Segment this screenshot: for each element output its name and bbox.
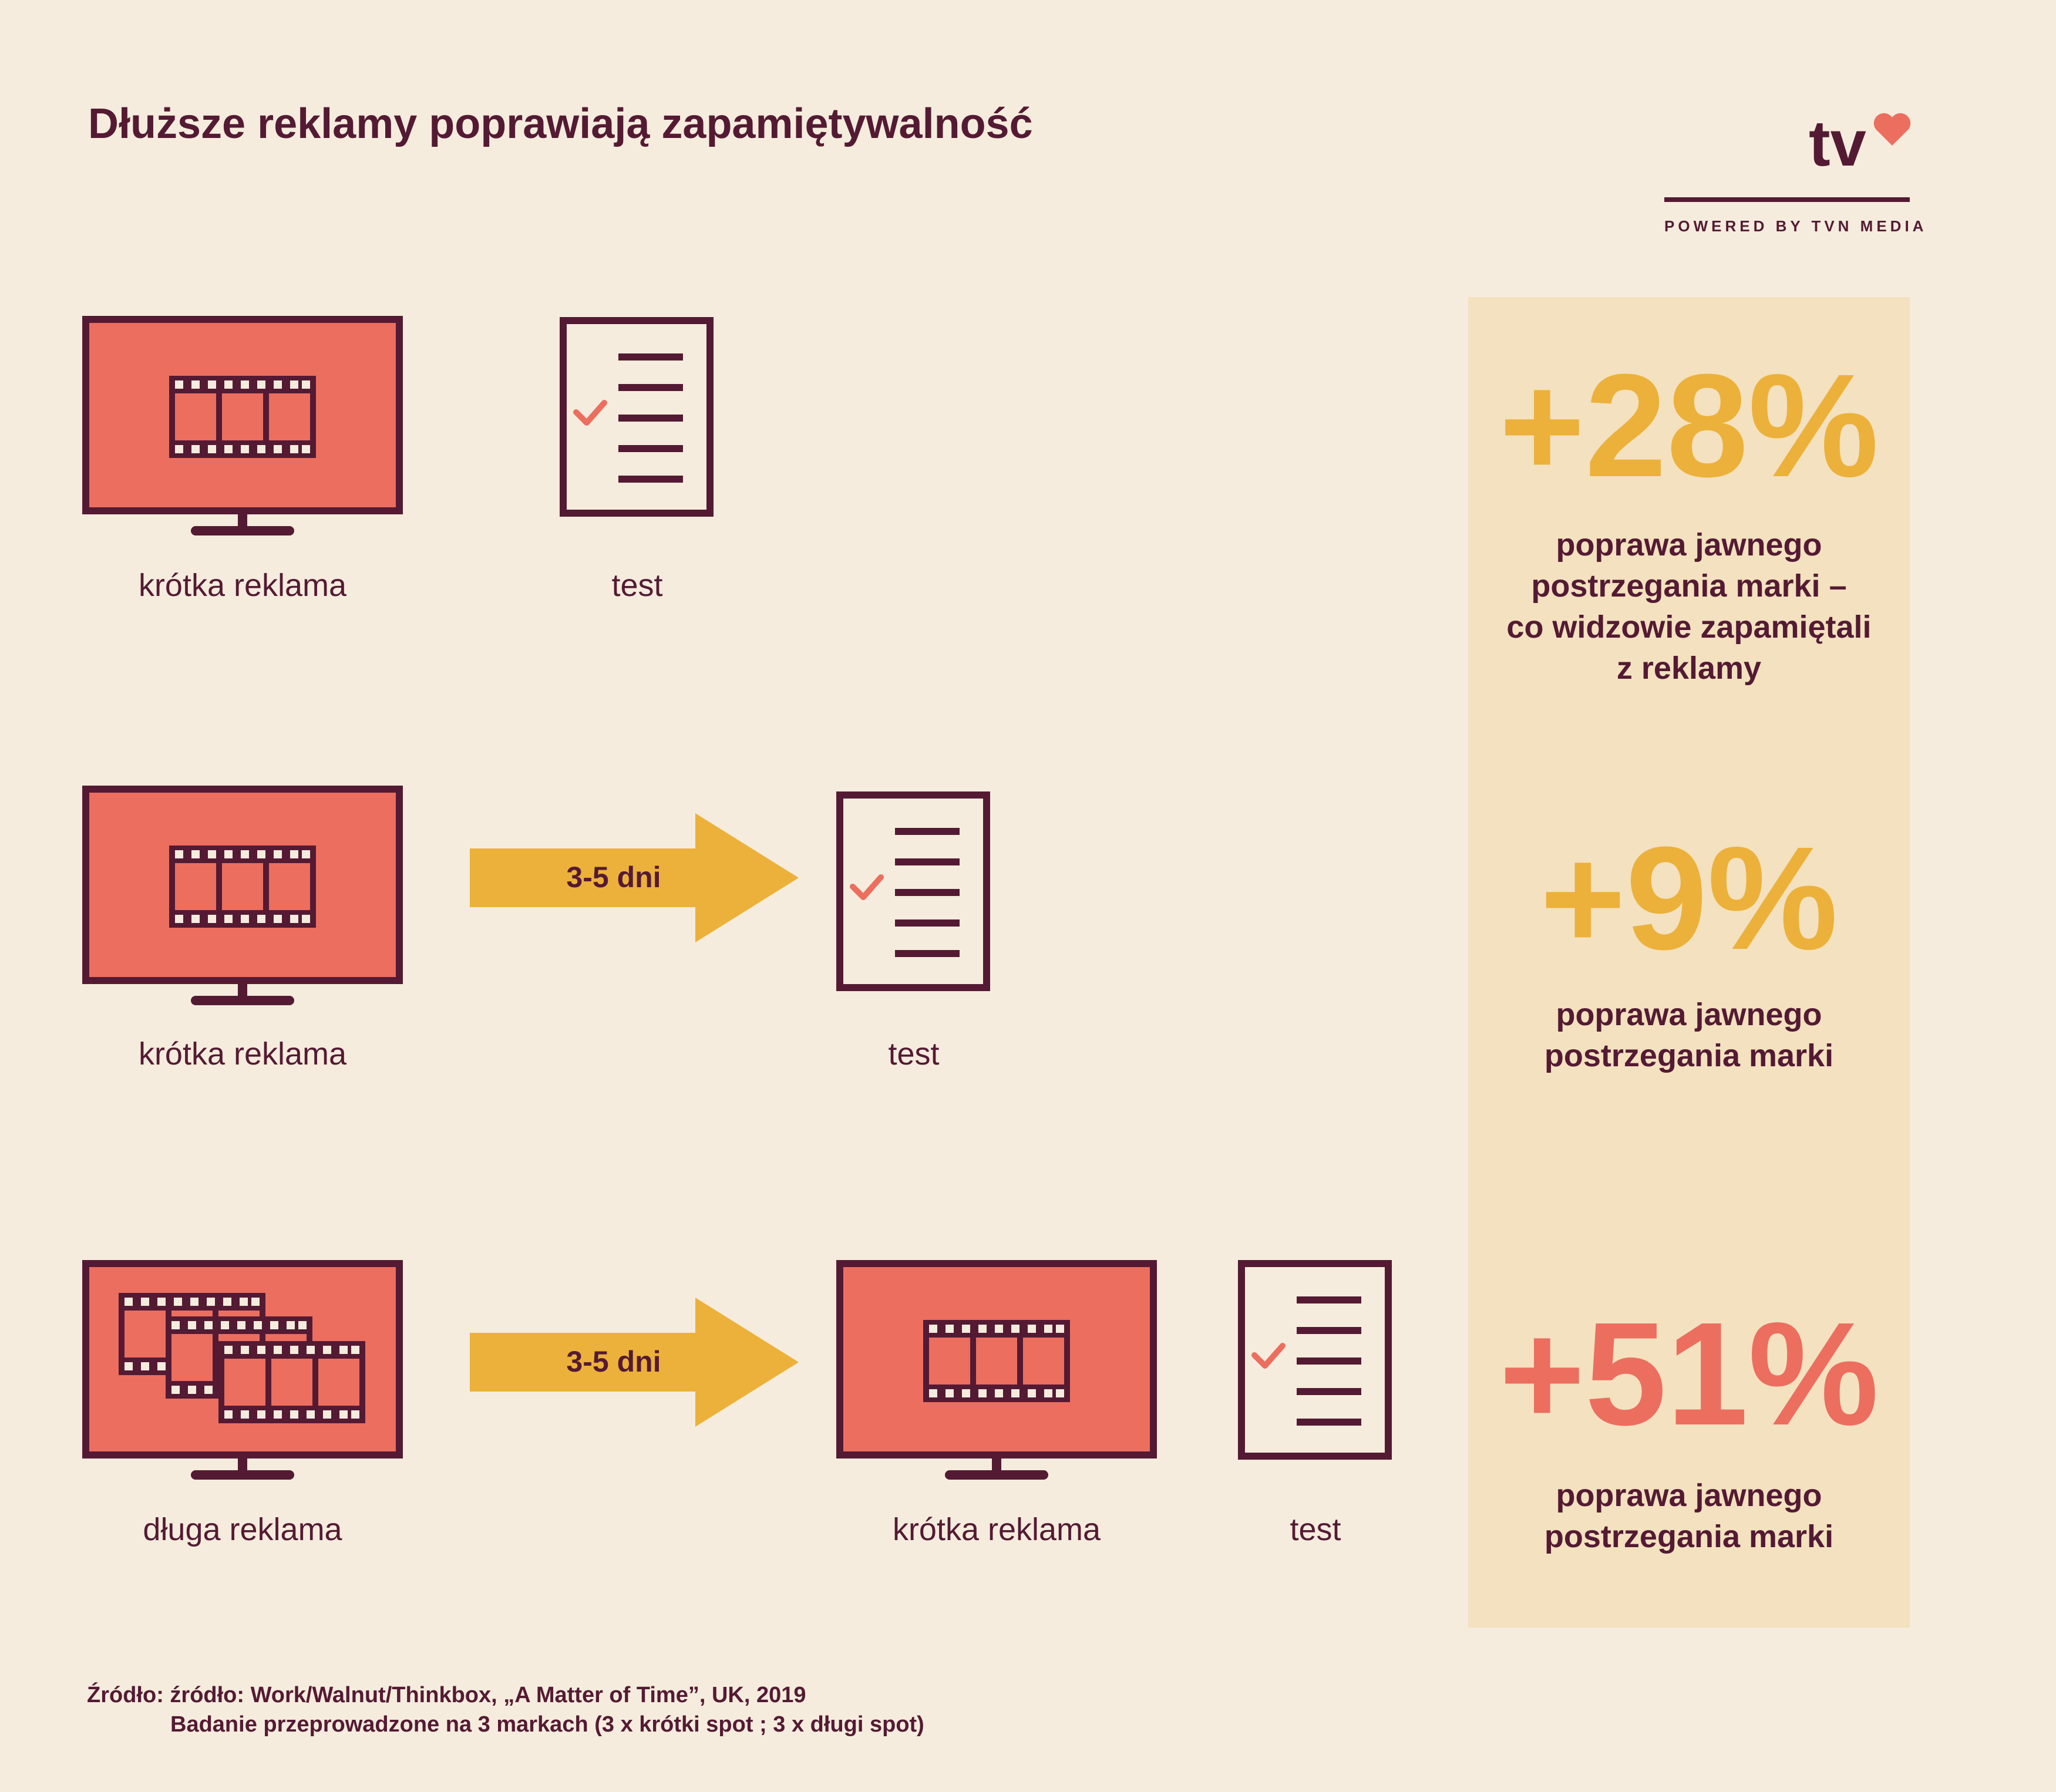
film-strip-icon bbox=[169, 846, 316, 928]
logo-subtitle: POWERED BY TVN MEDIA bbox=[1664, 217, 1927, 235]
caption: krótka reklama bbox=[892, 1512, 1101, 1547]
caption: test bbox=[611, 568, 663, 603]
arrow-label: 3-5 dni bbox=[566, 1345, 661, 1378]
stat-description: poprawa jawnego postrzegania marki bbox=[1468, 994, 1910, 1076]
tv-icon bbox=[836, 1260, 1157, 1480]
stat-description-line: postrzegania marki – bbox=[1531, 568, 1847, 604]
stat-description-line: z reklamy bbox=[1616, 651, 1762, 686]
film-strip-icon bbox=[218, 1341, 365, 1423]
source-note: Badanie przeprowadzone na 3 markach (3 x… bbox=[170, 1712, 924, 1737]
test-document-icon bbox=[836, 791, 990, 991]
stat-description-line: postrzegania marki bbox=[1544, 1038, 1834, 1073]
caption: test bbox=[888, 1036, 940, 1072]
stat-description: poprawa jawnego postrzegania marki – co … bbox=[1468, 524, 1910, 689]
stats-panel bbox=[1468, 297, 1910, 1628]
stat-description-line: poprawa jawnego bbox=[1556, 1478, 1822, 1513]
caption: krótka reklama bbox=[138, 568, 347, 603]
test-document-icon bbox=[560, 317, 714, 517]
caption: test bbox=[1290, 1512, 1341, 1547]
tv-icon bbox=[82, 1260, 403, 1480]
stat-description-line: poprawa jawnego bbox=[1556, 527, 1822, 562]
page-title: Dłuższe reklamy poprawiają zapamiętywaln… bbox=[88, 100, 1033, 147]
stat-description-line: poprawa jawnego bbox=[1556, 997, 1822, 1032]
film-strip-icon bbox=[923, 1320, 1070, 1402]
source-line: Źródło: źródło: Work/Walnut/Thinkbox, „A… bbox=[87, 1683, 806, 1707]
tv-icon bbox=[82, 786, 403, 1005]
heart-icon bbox=[1873, 113, 1911, 146]
stat-value: +28% bbox=[1499, 343, 1879, 507]
tv-icon bbox=[82, 316, 403, 535]
test-document-icon bbox=[1238, 1260, 1392, 1460]
stat-value: +51% bbox=[1499, 1292, 1879, 1456]
logo-divider bbox=[1664, 197, 1910, 202]
arrow-label: 3-5 dni bbox=[566, 861, 661, 894]
stat-value: +9% bbox=[1540, 816, 1838, 980]
stat-description: poprawa jawnego postrzegania marki bbox=[1468, 1475, 1910, 1557]
caption: krótka reklama bbox=[138, 1036, 347, 1072]
film-strip-icon bbox=[169, 376, 316, 458]
logo: tv bbox=[1809, 107, 1866, 180]
stat-description-line: co widzowie zapamiętali bbox=[1506, 609, 1872, 645]
stat-description-line: postrzegania marki bbox=[1544, 1519, 1834, 1554]
caption: długa reklama bbox=[143, 1512, 342, 1547]
